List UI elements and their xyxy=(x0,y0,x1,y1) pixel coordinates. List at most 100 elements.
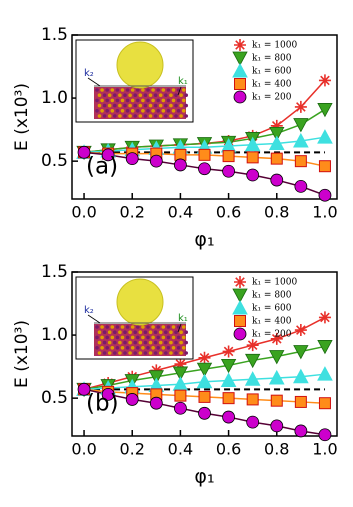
inset-atom xyxy=(171,325,176,329)
inset-atom xyxy=(128,351,132,355)
inset-atom xyxy=(181,325,186,329)
x-axis-label: φ₁ xyxy=(194,229,214,251)
inset-atom xyxy=(110,325,115,329)
inset-atom xyxy=(110,98,115,103)
legend-label: k₁ = 200 xyxy=(252,93,292,103)
marker xyxy=(294,155,307,168)
inset-atom xyxy=(105,346,109,350)
y-tick-label: 1.5 xyxy=(41,25,68,45)
marker xyxy=(318,311,331,324)
marker xyxy=(293,118,309,133)
inset-atom xyxy=(105,109,109,113)
inset-atom xyxy=(123,330,127,335)
legend-label: k₁ = 600 xyxy=(252,304,292,314)
inset-atom xyxy=(102,103,107,108)
legend-label: k₁ = 800 xyxy=(252,54,292,64)
marker xyxy=(270,152,283,165)
inset-atom xyxy=(136,346,140,350)
marker xyxy=(77,145,91,159)
marker xyxy=(293,368,309,384)
marker xyxy=(269,350,285,365)
inset-atom xyxy=(161,325,166,329)
inset-atom xyxy=(123,114,127,118)
inset-atom xyxy=(153,351,158,355)
inset-atom xyxy=(179,330,183,335)
inset-atom xyxy=(158,330,163,335)
marker xyxy=(234,276,246,288)
inset-atom xyxy=(107,340,112,345)
inset-atom xyxy=(97,103,102,108)
inset-atom xyxy=(174,103,178,108)
inset-atom xyxy=(105,325,109,329)
inset-atom xyxy=(100,346,104,350)
inset-atom xyxy=(153,93,158,97)
marker xyxy=(232,288,248,303)
y-tick-label: 1.0 xyxy=(41,325,68,345)
marker xyxy=(77,382,91,396)
inset-atom xyxy=(151,335,155,340)
inset-atom xyxy=(136,88,140,92)
legend-label: k₁ = 600 xyxy=(252,67,292,77)
marker xyxy=(318,188,332,202)
inset-atom xyxy=(115,325,120,329)
inset-atom xyxy=(148,330,153,335)
inset-atom xyxy=(107,330,112,335)
marker xyxy=(174,158,187,172)
x-tick-label: 0.0 xyxy=(71,440,96,459)
inset-atom xyxy=(138,340,143,345)
x-tick-label: 0.8 xyxy=(264,440,289,459)
inset-atom xyxy=(176,98,181,103)
inset-atom xyxy=(148,340,153,345)
marker xyxy=(125,152,139,166)
inset-atom xyxy=(113,103,117,108)
x-tick-label: 0.0 xyxy=(71,203,96,222)
inset-atom xyxy=(102,351,107,355)
inset-atom xyxy=(136,109,140,113)
y-axis-label: E (x10³) xyxy=(12,320,32,388)
inset-atom xyxy=(118,351,122,355)
inset-atom xyxy=(184,93,188,97)
x-tick-label: 0.6 xyxy=(216,440,241,459)
marker xyxy=(198,351,211,364)
marker xyxy=(196,373,213,389)
inset-atom xyxy=(120,98,125,103)
inset-atom xyxy=(153,340,158,345)
inset-atom xyxy=(151,88,155,92)
marker xyxy=(233,327,247,341)
marker xyxy=(234,315,246,327)
inset-atom xyxy=(184,351,188,355)
inset-atom xyxy=(113,351,117,355)
marker xyxy=(246,393,259,406)
inset-atom xyxy=(105,335,109,340)
inset-atom xyxy=(169,340,173,345)
x-tick-label: 0.2 xyxy=(120,203,145,222)
inset-label: k₂ xyxy=(84,305,94,316)
inset-atom xyxy=(141,335,145,340)
inset-atom xyxy=(164,351,168,355)
x-axis-label: φ₁ xyxy=(194,466,214,488)
inset-atom xyxy=(143,340,148,345)
marker xyxy=(268,369,285,385)
marker xyxy=(317,366,333,381)
marker xyxy=(246,151,259,164)
inset-atom xyxy=(181,88,186,92)
inset-atom xyxy=(156,98,160,103)
inset-atom xyxy=(125,109,130,113)
inset-atom xyxy=(158,103,163,108)
inset-atom xyxy=(158,93,163,97)
marker xyxy=(294,179,308,193)
marker xyxy=(222,410,235,424)
inset-atom xyxy=(125,88,130,92)
inset-atom xyxy=(158,340,163,345)
inset-atom xyxy=(102,93,107,97)
inset-atom xyxy=(113,340,117,345)
plot-frame xyxy=(71,34,338,200)
marker xyxy=(198,148,211,161)
marker xyxy=(317,340,333,355)
inset-atom xyxy=(179,340,183,345)
inset-atom xyxy=(105,88,109,92)
inset-atom xyxy=(181,335,186,340)
inset-atom xyxy=(146,335,150,340)
inset-atom xyxy=(166,98,171,103)
